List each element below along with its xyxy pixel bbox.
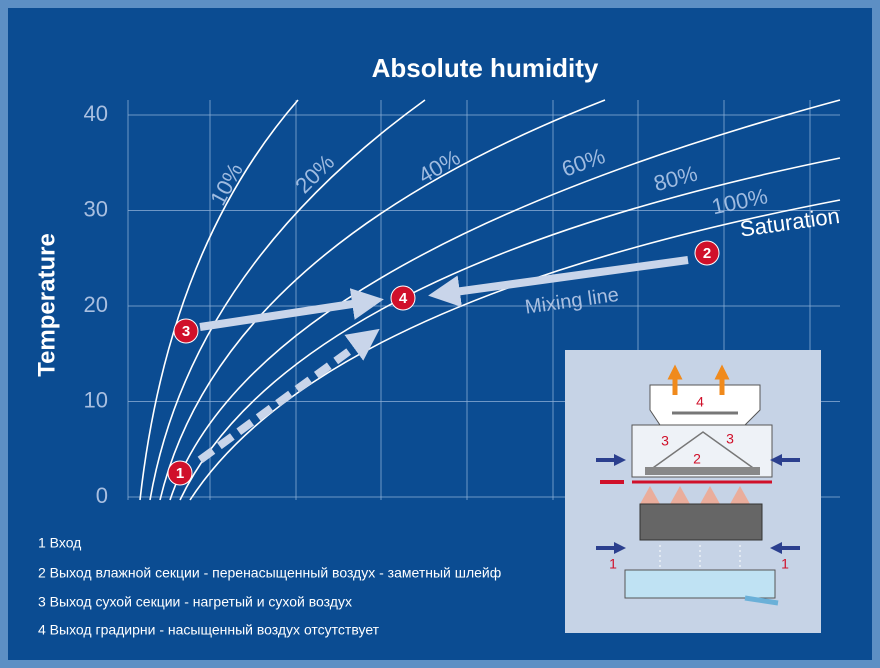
inset-label: 1	[609, 556, 617, 572]
point-label: 4	[399, 290, 408, 307]
inset-label: 2	[693, 451, 701, 467]
legend-item: 1 Вход	[38, 535, 81, 551]
legend-item: 3 Выход сухой секции - нагретый и сухой …	[38, 594, 352, 610]
fan-housing	[650, 385, 760, 425]
point-label: 1	[176, 465, 184, 482]
inset: 4 3 3 2 1 1	[565, 350, 821, 633]
page: {"title": "Absolute humidity", "y_axis":…	[0, 0, 880, 668]
inset-label: 3	[661, 433, 669, 449]
legend-item: 2 Выход влажной секции - перенасыщенный …	[38, 565, 501, 581]
inset-label: 4	[696, 394, 704, 410]
y-tick-label: 40	[84, 101, 108, 126]
y-tick-label: 30	[84, 196, 108, 221]
point-label: 2	[703, 245, 711, 262]
inset-label: 1	[781, 556, 789, 572]
fill-media	[640, 504, 762, 540]
title: Absolute humidity	[372, 53, 599, 83]
y-tick-label: 0	[96, 483, 108, 508]
diagram: Absolute humidity Temperature 10% 20% 40…	[0, 0, 880, 668]
inset-label: 3	[726, 431, 734, 447]
y-axis-label: Temperature	[33, 233, 60, 377]
y-tick-label: 10	[84, 387, 108, 412]
point-label: 3	[182, 323, 190, 340]
basin	[625, 570, 775, 598]
coil	[645, 467, 760, 475]
legend-item: 4 Выход градирни - насыщенный воздух отс…	[38, 622, 380, 638]
y-tick-label: 20	[84, 292, 108, 317]
